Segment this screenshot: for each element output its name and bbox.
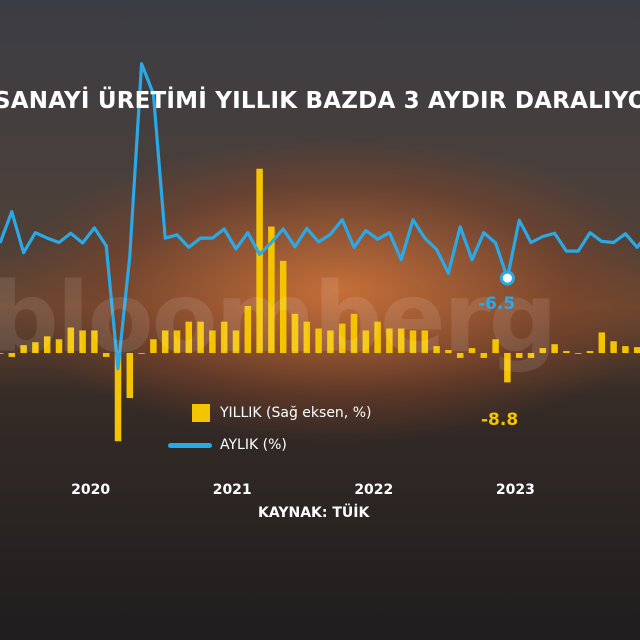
bar-9 xyxy=(102,353,110,357)
bar-32 xyxy=(374,321,381,353)
bar-23 xyxy=(268,226,275,353)
bar-49 xyxy=(574,353,582,354)
bar-24 xyxy=(279,260,287,353)
bar-15 xyxy=(173,330,181,353)
x-tick-label-1: 2021 xyxy=(213,482,252,498)
bar-10 xyxy=(114,353,122,442)
bar-19 xyxy=(220,321,228,353)
x-tick-label-3: 2023 xyxy=(496,482,535,498)
x-tick-label-0: 2020 xyxy=(71,482,110,498)
bar-14 xyxy=(161,330,169,353)
watermark: bloomberg xyxy=(0,262,557,374)
bar-0 xyxy=(0,353,4,354)
bar-31 xyxy=(362,330,370,353)
bar-18 xyxy=(209,330,216,353)
legend-item-yillik: YILLIK (Sağ eksen, %) xyxy=(168,397,371,429)
legend-line-swatch xyxy=(168,442,212,448)
bar-47 xyxy=(551,344,558,353)
bar-33 xyxy=(386,328,393,353)
bar-40 xyxy=(468,348,476,353)
bar-41 xyxy=(480,353,488,358)
bar-26 xyxy=(303,321,311,353)
bar-44 xyxy=(515,353,523,358)
x-tick-label-2: 2022 xyxy=(354,482,393,498)
bar-11 xyxy=(126,353,134,399)
annotation-aylik-low: -6.5 xyxy=(478,294,516,314)
bar-27 xyxy=(315,328,322,353)
annotation-yillik-low: -8.8 xyxy=(481,410,519,430)
bar-12 xyxy=(138,353,145,354)
bar-43 xyxy=(504,353,511,383)
bar-50 xyxy=(586,351,594,353)
bar-22 xyxy=(256,168,263,353)
bar-38 xyxy=(445,350,452,353)
bar-13 xyxy=(150,339,157,353)
legend-label-yillik: YILLIK (Sağ eksen, %) xyxy=(220,405,372,421)
bar-17 xyxy=(197,321,204,353)
bar-7 xyxy=(79,330,86,353)
bar-6 xyxy=(67,327,75,353)
bar-5 xyxy=(55,339,63,353)
bar-29 xyxy=(338,323,346,353)
chart-title: SANAYİ ÜRETİMİ YILLIK BAZDA 3 AYDIR DARA… xyxy=(0,88,640,114)
bar-21 xyxy=(244,305,252,353)
bar-42 xyxy=(492,339,499,353)
bar-25 xyxy=(291,313,299,353)
bar-series-yillik xyxy=(0,168,640,442)
source-label: KAYNAK: TÜİK xyxy=(258,505,370,521)
line-series-aylik xyxy=(0,62,640,371)
bar-35 xyxy=(409,330,417,353)
bar-28 xyxy=(327,330,334,353)
legend-label-aylik: AYLIK (%) xyxy=(220,437,287,453)
bar-53 xyxy=(622,346,629,353)
bar-54 xyxy=(633,347,640,353)
bar-4 xyxy=(43,336,51,353)
legend: YILLIK (Sağ eksen, %) AYLIK (%) xyxy=(168,397,371,461)
bar-45 xyxy=(527,353,535,358)
bar-51 xyxy=(598,332,606,353)
bar-52 xyxy=(610,341,617,353)
bar-2 xyxy=(20,345,27,353)
bar-20 xyxy=(232,330,240,353)
legend-bar-swatch xyxy=(192,404,210,422)
bar-30 xyxy=(350,313,358,353)
bar-37 xyxy=(433,346,440,353)
bar-36 xyxy=(421,330,429,353)
bar-8 xyxy=(91,330,98,353)
bar-46 xyxy=(539,348,547,353)
legend-item-aylik: AYLIK (%) xyxy=(168,429,371,461)
bar-1 xyxy=(8,353,16,357)
bar-34 xyxy=(397,328,405,353)
bar-16 xyxy=(185,321,193,353)
aylik-low-marker xyxy=(499,270,515,286)
bar-39 xyxy=(456,353,464,358)
bar-48 xyxy=(563,351,570,353)
x-axis-ticks: 2020202120222023202 xyxy=(71,482,535,498)
bar-3 xyxy=(32,342,39,353)
aylik-line xyxy=(0,62,640,371)
